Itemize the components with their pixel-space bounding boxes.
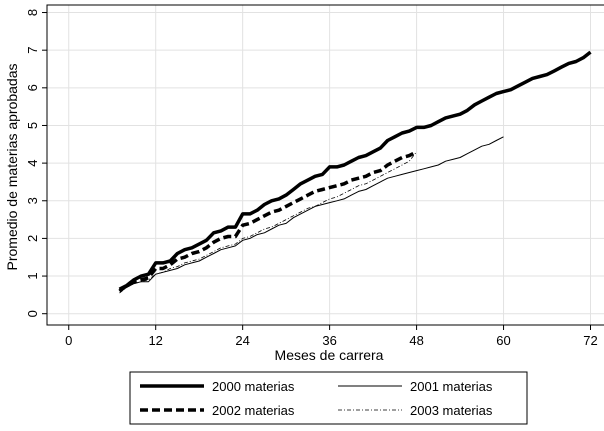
y-tick-label: 5 [25, 122, 40, 129]
x-tick-label: 48 [409, 333, 423, 348]
legend-label: 2000 materias [212, 379, 295, 394]
legend-box [129, 371, 528, 425]
legend-label: 2003 materias [410, 403, 493, 418]
series-line-4 [119, 151, 417, 294]
legend-item: 2001 materias [338, 379, 493, 394]
y-tick-label: 2 [25, 235, 40, 242]
y-tick-label: 4 [25, 160, 40, 167]
y-tick-label: 1 [25, 272, 40, 279]
legend: 2000 materias 2001 materias 2002 materias 2… [129, 371, 528, 425]
y-tick-label: 8 [25, 9, 40, 16]
x-axis-label: Meses de carrera [275, 347, 384, 363]
legend-item: 2003 materias [338, 403, 493, 418]
plot-frame [46, 4, 604, 326]
legend-label: 2001 materias [410, 379, 493, 394]
series-line-2 [119, 136, 504, 292]
x-tick-label: 24 [235, 333, 249, 348]
series-line-1 [118, 50, 592, 291]
y-tick-label: 7 [25, 47, 40, 54]
legend-item: 2000 materias [140, 379, 295, 394]
x-tick-label: 72 [583, 333, 597, 348]
series-lines [118, 50, 592, 294]
x-tick-label: 0 [65, 333, 72, 348]
series-line-3 [118, 150, 418, 293]
x-tick-label: 36 [322, 333, 336, 348]
legend-label: 2002 materias [212, 403, 295, 418]
y-tick-label: 0 [25, 310, 40, 317]
y-tick-label: 6 [25, 84, 40, 91]
x-tick-label: 60 [496, 333, 510, 348]
y-tick-label: 3 [25, 197, 40, 204]
legend-item: 2002 materias [140, 403, 295, 418]
y-axis-label: Promedio de materias aprobadas [4, 63, 20, 270]
x-tick-label: 12 [148, 333, 162, 348]
